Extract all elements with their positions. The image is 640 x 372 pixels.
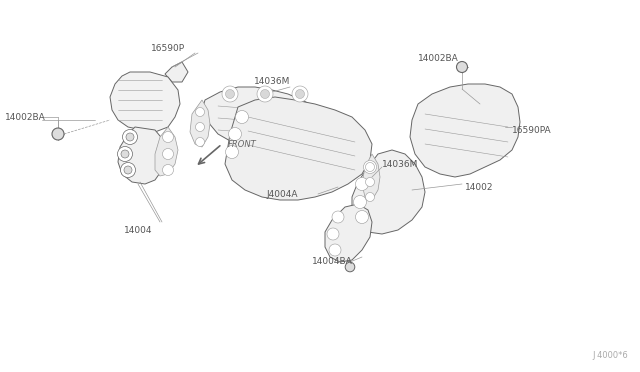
Text: 14002BA: 14002BA [418, 54, 458, 62]
Circle shape [121, 150, 129, 158]
Circle shape [296, 90, 305, 99]
Polygon shape [110, 72, 180, 132]
Text: 16590P: 16590P [151, 44, 185, 52]
Circle shape [364, 160, 376, 173]
Polygon shape [362, 154, 380, 200]
Text: 14004BA: 14004BA [312, 257, 353, 266]
Circle shape [332, 211, 344, 223]
Text: 14004: 14004 [124, 225, 152, 234]
Circle shape [120, 163, 136, 177]
Circle shape [353, 196, 367, 208]
Polygon shape [118, 127, 168, 184]
Circle shape [195, 138, 205, 147]
Polygon shape [190, 100, 210, 147]
Circle shape [257, 86, 273, 102]
Text: J 4000*6: J 4000*6 [592, 351, 628, 360]
Circle shape [225, 90, 234, 99]
Circle shape [126, 133, 134, 141]
Polygon shape [165, 62, 188, 82]
Circle shape [163, 131, 173, 142]
Polygon shape [325, 204, 372, 262]
Circle shape [195, 108, 205, 116]
Text: 16590PA: 16590PA [512, 125, 552, 135]
Circle shape [365, 163, 374, 171]
Polygon shape [225, 97, 372, 200]
Text: FRONT: FRONT [228, 140, 257, 148]
Circle shape [345, 262, 355, 272]
Circle shape [222, 86, 238, 102]
Circle shape [52, 128, 64, 140]
Circle shape [292, 86, 308, 102]
Text: 14036M: 14036M [382, 160, 419, 169]
Circle shape [236, 110, 248, 124]
Circle shape [327, 228, 339, 240]
Polygon shape [410, 84, 520, 177]
Polygon shape [202, 87, 322, 152]
Circle shape [260, 90, 269, 99]
Circle shape [365, 177, 374, 186]
Circle shape [163, 164, 173, 176]
Circle shape [456, 61, 467, 73]
Circle shape [163, 148, 173, 160]
Text: 14036M: 14036M [254, 77, 290, 86]
Text: J4004A: J4004A [266, 189, 298, 199]
Polygon shape [352, 150, 425, 234]
Circle shape [365, 192, 374, 202]
Circle shape [355, 211, 369, 224]
Circle shape [122, 129, 138, 144]
Circle shape [225, 145, 239, 158]
Polygon shape [155, 127, 178, 176]
Circle shape [195, 122, 205, 131]
Text: 14002BA: 14002BA [5, 112, 45, 122]
Circle shape [124, 166, 132, 174]
Circle shape [355, 177, 369, 190]
Text: 14002: 14002 [465, 183, 493, 192]
Circle shape [118, 147, 132, 161]
Circle shape [329, 244, 341, 256]
Circle shape [228, 128, 241, 141]
